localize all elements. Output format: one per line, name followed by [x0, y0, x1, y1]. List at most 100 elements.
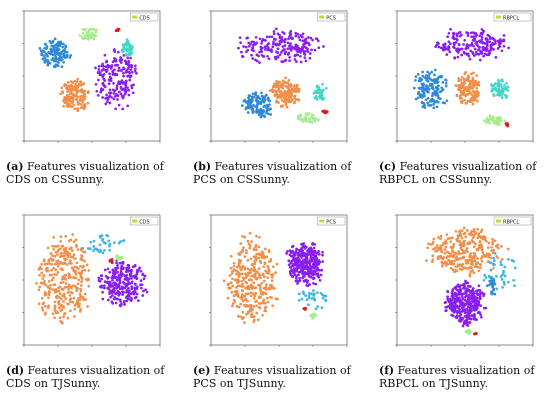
data-point — [107, 287, 111, 291]
data-point — [476, 91, 479, 95]
data-point — [416, 96, 420, 100]
data-point — [94, 34, 98, 38]
data-point — [69, 309, 72, 313]
data-point — [60, 308, 64, 312]
data-point — [247, 242, 251, 246]
plot-frame — [210, 10, 348, 142]
data-point — [492, 259, 496, 263]
caption-b: (b) Features visualization of PCS on CSS… — [193, 160, 357, 186]
data-point — [246, 111, 250, 114]
data-point — [313, 260, 317, 264]
data-point — [435, 99, 439, 103]
data-point — [422, 87, 426, 90]
data-point — [311, 243, 314, 246]
caption-text-b: Features visualization of PCS on CSSunny… — [193, 160, 352, 186]
data-point — [265, 103, 269, 107]
data-point — [128, 43, 132, 47]
data-point — [459, 284, 462, 287]
data-point — [277, 80, 281, 84]
data-point — [283, 90, 287, 93]
data-point — [99, 90, 102, 94]
data-point — [500, 245, 503, 248]
data-point — [455, 34, 459, 38]
data-point — [272, 30, 276, 33]
data-point — [85, 263, 89, 267]
data-point — [123, 274, 126, 277]
data-point — [464, 249, 468, 252]
data-point — [119, 92, 123, 96]
data-point — [62, 104, 65, 108]
data-point — [53, 244, 57, 248]
data-point — [474, 34, 478, 38]
data-point — [44, 304, 47, 308]
data-point — [65, 86, 68, 90]
data-point — [113, 95, 117, 98]
data-point — [303, 245, 306, 249]
data-point — [270, 88, 274, 92]
legend-box — [316, 216, 346, 226]
data-point — [59, 247, 62, 250]
data-point — [96, 71, 100, 74]
data-point — [454, 84, 458, 87]
data-point — [461, 84, 465, 88]
data-point — [298, 259, 302, 262]
data-point — [80, 277, 84, 281]
data-point — [229, 266, 233, 270]
data-point — [47, 289, 51, 293]
data-point — [61, 42, 65, 46]
data-point — [446, 295, 449, 299]
data-point — [117, 69, 120, 73]
data-point — [284, 101, 288, 105]
data-point — [232, 261, 236, 265]
data-point — [101, 82, 105, 86]
data-point — [108, 101, 112, 105]
data-point — [513, 266, 517, 270]
data-point — [451, 250, 455, 254]
data-point — [250, 315, 253, 319]
data-point — [118, 90, 121, 94]
data-point — [448, 300, 451, 304]
data-point — [119, 56, 122, 59]
data-point — [230, 291, 234, 294]
data-point — [468, 57, 472, 61]
data-point — [108, 88, 112, 92]
data-point — [430, 86, 434, 90]
data-point — [425, 89, 429, 93]
data-point — [278, 33, 282, 37]
data-point — [108, 75, 112, 79]
data-point — [60, 277, 64, 281]
data-point — [466, 330, 470, 333]
data-point — [492, 48, 495, 51]
data-point — [439, 46, 443, 50]
data-point — [478, 295, 482, 299]
data-point — [126, 74, 129, 78]
data-point — [265, 283, 268, 286]
data-point — [76, 299, 80, 303]
data-point — [252, 247, 256, 251]
data-point — [479, 230, 483, 234]
data-point — [51, 288, 55, 291]
data-point — [307, 273, 311, 277]
data-point — [478, 58, 482, 62]
data-point — [502, 39, 506, 43]
data-point — [110, 289, 113, 293]
data-point — [83, 268, 87, 272]
data-point — [126, 282, 130, 286]
data-point — [291, 36, 294, 40]
data-point — [471, 102, 475, 106]
data-point — [465, 53, 469, 56]
data-point — [230, 304, 234, 308]
data-point — [110, 96, 113, 99]
cluster-blue — [241, 91, 273, 119]
data-point — [296, 50, 300, 54]
data-point — [37, 288, 41, 292]
data-point — [231, 277, 234, 281]
data-point — [50, 48, 54, 52]
data-point — [264, 301, 267, 305]
data-point — [76, 109, 80, 113]
data-point — [492, 256, 495, 260]
data-point — [76, 286, 79, 290]
data-point — [87, 269, 91, 272]
data-point — [47, 258, 51, 262]
legend: PCS — [316, 216, 346, 226]
